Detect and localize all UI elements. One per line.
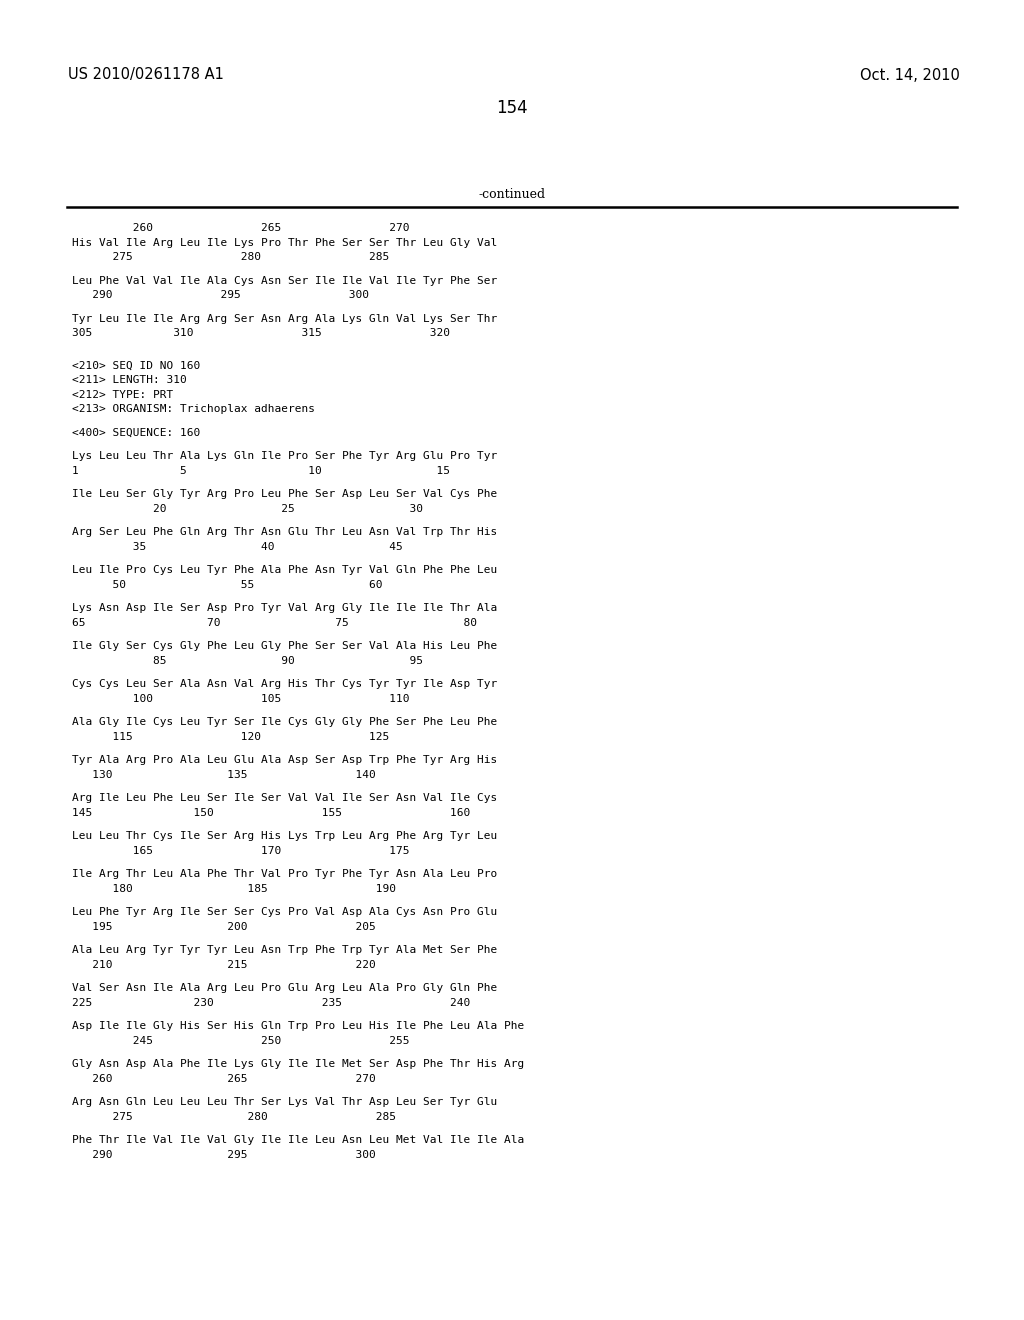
Text: 180                 185                190: 180 185 190	[72, 883, 396, 894]
Text: Leu Leu Thr Cys Ile Ser Arg His Lys Trp Leu Arg Phe Arg Tyr Leu: Leu Leu Thr Cys Ile Ser Arg His Lys Trp …	[72, 832, 498, 841]
Text: 305            310                315                320: 305 310 315 320	[72, 327, 450, 338]
Text: Ala Gly Ile Cys Leu Tyr Ser Ile Cys Gly Gly Phe Ser Phe Leu Phe: Ala Gly Ile Cys Leu Tyr Ser Ile Cys Gly …	[72, 717, 498, 727]
Text: 165                170                175: 165 170 175	[72, 846, 410, 855]
Text: Gly Asn Asp Ala Phe Ile Lys Gly Ile Ile Met Ser Asp Phe Thr His Arg: Gly Asn Asp Ala Phe Ile Lys Gly Ile Ile …	[72, 1059, 524, 1069]
Text: Lys Asn Asp Ile Ser Asp Pro Tyr Val Arg Gly Ile Ile Ile Thr Ala: Lys Asn Asp Ile Ser Asp Pro Tyr Val Arg …	[72, 603, 498, 612]
Text: Oct. 14, 2010: Oct. 14, 2010	[860, 67, 961, 82]
Text: <211> LENGTH: 310: <211> LENGTH: 310	[72, 375, 186, 385]
Text: Leu Phe Tyr Arg Ile Ser Ser Cys Pro Val Asp Ala Cys Asn Pro Glu: Leu Phe Tyr Arg Ile Ser Ser Cys Pro Val …	[72, 907, 498, 917]
Text: Cys Cys Leu Ser Ala Asn Val Arg His Thr Cys Tyr Tyr Ile Asp Tyr: Cys Cys Leu Ser Ala Asn Val Arg His Thr …	[72, 678, 498, 689]
Text: 275                 280                285: 275 280 285	[72, 1111, 396, 1122]
Text: 275                280                285: 275 280 285	[72, 252, 389, 261]
Text: 50                 55                 60: 50 55 60	[72, 579, 383, 590]
Text: Tyr Leu Ile Ile Arg Arg Ser Asn Arg Ala Lys Gln Val Lys Ser Thr: Tyr Leu Ile Ile Arg Arg Ser Asn Arg Ala …	[72, 314, 498, 323]
Text: Ile Gly Ser Cys Gly Phe Leu Gly Phe Ser Ser Val Ala His Leu Phe: Ile Gly Ser Cys Gly Phe Leu Gly Phe Ser …	[72, 642, 498, 651]
Text: Lys Leu Leu Thr Ala Lys Gln Ile Pro Ser Phe Tyr Arg Glu Pro Tyr: Lys Leu Leu Thr Ala Lys Gln Ile Pro Ser …	[72, 451, 498, 461]
Text: <213> ORGANISM: Trichoplax adhaerens: <213> ORGANISM: Trichoplax adhaerens	[72, 404, 315, 414]
Text: 260                 265                270: 260 265 270	[72, 1073, 376, 1084]
Text: 130                 135                140: 130 135 140	[72, 770, 376, 780]
Text: 1               5                  10                 15: 1 5 10 15	[72, 466, 450, 475]
Text: Tyr Ala Arg Pro Ala Leu Glu Ala Asp Ser Asp Trp Phe Tyr Arg His: Tyr Ala Arg Pro Ala Leu Glu Ala Asp Ser …	[72, 755, 498, 766]
Text: Arg Asn Gln Leu Leu Leu Thr Ser Lys Val Thr Asp Leu Ser Tyr Glu: Arg Asn Gln Leu Leu Leu Thr Ser Lys Val …	[72, 1097, 498, 1107]
Text: 100                105                110: 100 105 110	[72, 693, 410, 704]
Text: Arg Ile Leu Phe Leu Ser Ile Ser Val Val Ile Ser Asn Val Ile Cys: Arg Ile Leu Phe Leu Ser Ile Ser Val Val …	[72, 793, 498, 803]
Text: His Val Ile Arg Leu Ile Lys Pro Thr Phe Ser Ser Thr Leu Gly Val: His Val Ile Arg Leu Ile Lys Pro Thr Phe …	[72, 238, 498, 248]
Text: <212> TYPE: PRT: <212> TYPE: PRT	[72, 389, 173, 400]
Text: <210> SEQ ID NO 160: <210> SEQ ID NO 160	[72, 360, 201, 371]
Text: 260                265                270: 260 265 270	[72, 223, 410, 234]
Text: -continued: -continued	[478, 189, 546, 202]
Text: Arg Ser Leu Phe Gln Arg Thr Asn Glu Thr Leu Asn Val Trp Thr His: Arg Ser Leu Phe Gln Arg Thr Asn Glu Thr …	[72, 527, 498, 537]
Text: 20                 25                 30: 20 25 30	[72, 503, 423, 513]
Text: Phe Thr Ile Val Ile Val Gly Ile Ile Leu Asn Leu Met Val Ile Ile Ala: Phe Thr Ile Val Ile Val Gly Ile Ile Leu …	[72, 1135, 524, 1144]
Text: 65                  70                 75                 80: 65 70 75 80	[72, 618, 477, 627]
Text: 35                 40                 45: 35 40 45	[72, 541, 402, 552]
Text: 195                 200                205: 195 200 205	[72, 921, 376, 932]
Text: 154: 154	[497, 99, 527, 117]
Text: <400> SEQUENCE: 160: <400> SEQUENCE: 160	[72, 428, 201, 437]
Text: Ala Leu Arg Tyr Tyr Tyr Leu Asn Trp Phe Trp Tyr Ala Met Ser Phe: Ala Leu Arg Tyr Tyr Tyr Leu Asn Trp Phe …	[72, 945, 498, 954]
Text: US 2010/0261178 A1: US 2010/0261178 A1	[68, 67, 224, 82]
Text: 85                 90                 95: 85 90 95	[72, 656, 423, 665]
Text: 225               230                235                240: 225 230 235 240	[72, 998, 470, 1007]
Text: Leu Ile Pro Cys Leu Tyr Phe Ala Phe Asn Tyr Val Gln Phe Phe Leu: Leu Ile Pro Cys Leu Tyr Phe Ala Phe Asn …	[72, 565, 498, 576]
Text: 245                250                255: 245 250 255	[72, 1035, 410, 1045]
Text: 145               150                155                160: 145 150 155 160	[72, 808, 470, 817]
Text: 115                120                125: 115 120 125	[72, 731, 389, 742]
Text: 210                 215                220: 210 215 220	[72, 960, 376, 969]
Text: Leu Phe Val Val Ile Ala Cys Asn Ser Ile Ile Val Ile Tyr Phe Ser: Leu Phe Val Val Ile Ala Cys Asn Ser Ile …	[72, 276, 498, 285]
Text: Val Ser Asn Ile Ala Arg Leu Pro Glu Arg Leu Ala Pro Gly Gln Phe: Val Ser Asn Ile Ala Arg Leu Pro Glu Arg …	[72, 983, 498, 993]
Text: Ile Leu Ser Gly Tyr Arg Pro Leu Phe Ser Asp Leu Ser Val Cys Phe: Ile Leu Ser Gly Tyr Arg Pro Leu Phe Ser …	[72, 488, 498, 499]
Text: 290                 295                300: 290 295 300	[72, 1150, 376, 1159]
Text: Ile Arg Thr Leu Ala Phe Thr Val Pro Tyr Phe Tyr Asn Ala Leu Pro: Ile Arg Thr Leu Ala Phe Thr Val Pro Tyr …	[72, 869, 498, 879]
Text: Asp Ile Ile Gly His Ser His Gln Trp Pro Leu His Ile Phe Leu Ala Phe: Asp Ile Ile Gly His Ser His Gln Trp Pro …	[72, 1020, 524, 1031]
Text: 290                295                300: 290 295 300	[72, 290, 369, 300]
